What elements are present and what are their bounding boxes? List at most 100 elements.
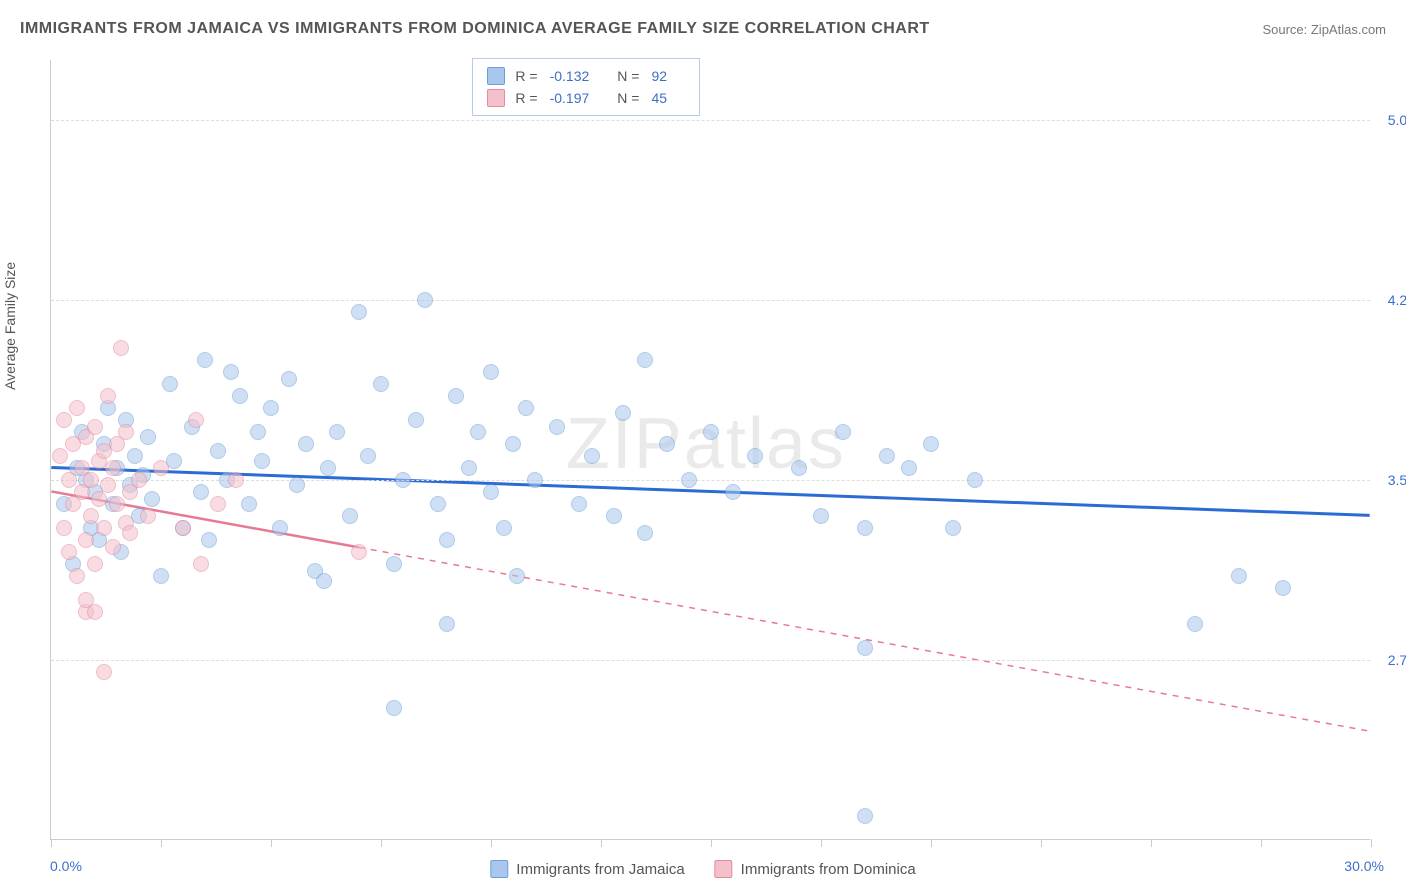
scatter-point: [681, 472, 697, 488]
scatter-point: [430, 496, 446, 512]
scatter-point: [395, 472, 411, 488]
stat-r-label: R =: [515, 65, 537, 87]
scatter-point: [105, 539, 121, 555]
x-tick: [381, 839, 382, 847]
scatter-point: [298, 436, 314, 452]
scatter-point: [386, 556, 402, 572]
scatter-point: [320, 460, 336, 476]
scatter-point: [571, 496, 587, 512]
scatter-point: [747, 448, 763, 464]
scatter-point: [1231, 568, 1247, 584]
x-tick: [1261, 839, 1262, 847]
grid-line: [51, 120, 1370, 121]
scatter-point: [518, 400, 534, 416]
stat-r-label: R =: [515, 87, 537, 109]
scatter-point: [703, 424, 719, 440]
scatter-point: [113, 340, 129, 356]
scatter-point: [584, 448, 600, 464]
scatter-point: [637, 525, 653, 541]
stat-n-label: N =: [617, 87, 639, 109]
scatter-point: [83, 472, 99, 488]
scatter-point: [241, 496, 257, 512]
chart-container: IMMIGRANTS FROM JAMAICA VS IMMIGRANTS FR…: [0, 0, 1406, 892]
scatter-point: [505, 436, 521, 452]
legend-swatch: [487, 67, 505, 85]
y-tick-label: 3.50: [1388, 472, 1406, 488]
scatter-point: [127, 448, 143, 464]
x-tick: [821, 839, 822, 847]
scatter-point: [52, 448, 68, 464]
scatter-point: [96, 664, 112, 680]
y-tick-label: 2.75: [1388, 652, 1406, 668]
scatter-point: [835, 424, 851, 440]
correlation-legend: R = -0.132 N = 92R = -0.197 N = 45: [472, 58, 700, 116]
x-tick: [1371, 839, 1372, 847]
scatter-point: [329, 424, 345, 440]
stat-n-value: 45: [651, 87, 667, 109]
scatter-point: [373, 376, 389, 392]
scatter-point: [96, 520, 112, 536]
scatter-point: [61, 544, 77, 560]
scatter-point: [193, 484, 209, 500]
scatter-point: [61, 472, 77, 488]
scatter-point: [122, 525, 138, 541]
x-axis-max-label: 30.0%: [1344, 858, 1384, 874]
scatter-point: [360, 448, 376, 464]
scatter-point: [56, 520, 72, 536]
scatter-point: [879, 448, 895, 464]
scatter-point: [945, 520, 961, 536]
scatter-point: [105, 460, 121, 476]
scatter-point: [100, 477, 116, 493]
scatter-point: [351, 304, 367, 320]
scatter-point: [131, 472, 147, 488]
x-tick: [271, 839, 272, 847]
plot-area: ZIPatlas 2.753.504.255.00: [50, 60, 1370, 840]
scatter-point: [281, 371, 297, 387]
scatter-point: [496, 520, 512, 536]
stat-r-value: -0.132: [550, 65, 590, 87]
scatter-point: [470, 424, 486, 440]
scatter-point: [188, 412, 204, 428]
scatter-point: [417, 292, 433, 308]
trend-lines-layer: [51, 60, 1370, 839]
scatter-point: [923, 436, 939, 452]
scatter-point: [483, 484, 499, 500]
x-tick: [1041, 839, 1042, 847]
scatter-point: [232, 388, 248, 404]
scatter-point: [1187, 616, 1203, 632]
legend-label: Immigrants from Dominica: [741, 861, 916, 878]
x-tick: [1151, 839, 1152, 847]
scatter-point: [316, 573, 332, 589]
scatter-point: [967, 472, 983, 488]
scatter-point: [527, 472, 543, 488]
scatter-point: [606, 508, 622, 524]
scatter-point: [857, 640, 873, 656]
legend-stat-row: R =-0.132N =92: [487, 65, 685, 87]
scatter-point: [87, 556, 103, 572]
scatter-point: [483, 364, 499, 380]
scatter-point: [87, 604, 103, 620]
scatter-point: [342, 508, 358, 524]
scatter-point: [83, 508, 99, 524]
chart-title: IMMIGRANTS FROM JAMAICA VS IMMIGRANTS FR…: [20, 20, 930, 38]
scatter-point: [197, 352, 213, 368]
stat-n-value: 92: [651, 65, 667, 87]
scatter-point: [144, 491, 160, 507]
x-tick: [601, 839, 602, 847]
scatter-point: [791, 460, 807, 476]
scatter-point: [509, 568, 525, 584]
scatter-point: [228, 472, 244, 488]
y-tick-label: 5.00: [1388, 112, 1406, 128]
scatter-point: [201, 532, 217, 548]
scatter-point: [87, 419, 103, 435]
grid-line: [51, 300, 1370, 301]
scatter-point: [813, 508, 829, 524]
scatter-point: [272, 520, 288, 536]
scatter-point: [210, 443, 226, 459]
legend-label: Immigrants from Jamaica: [516, 861, 684, 878]
scatter-point: [461, 460, 477, 476]
legend-stat-row: R = -0.197 N = 45: [487, 87, 685, 109]
stat-r-value: -0.197: [550, 87, 590, 109]
scatter-point: [289, 477, 305, 493]
scatter-point: [901, 460, 917, 476]
